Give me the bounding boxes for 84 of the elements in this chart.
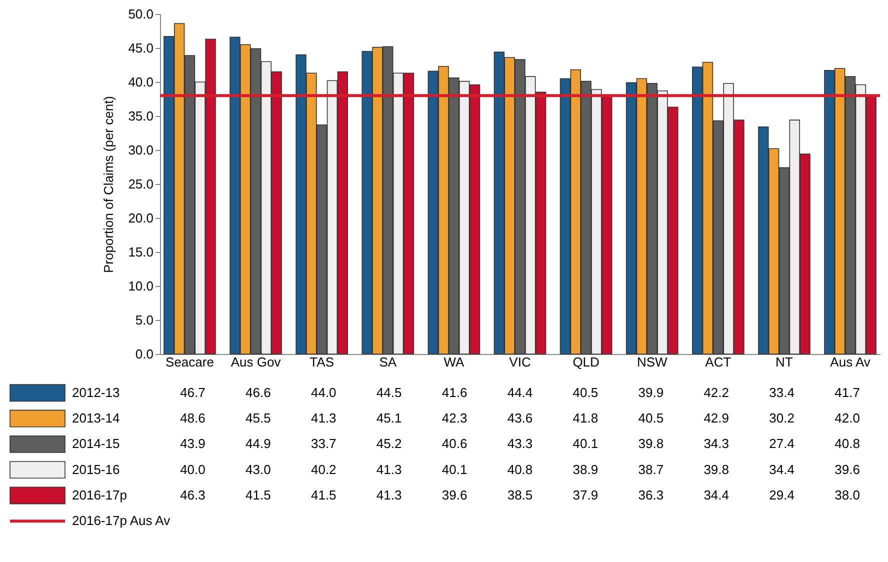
data-label: 39.8 — [704, 462, 730, 477]
data-label: 44.5 — [376, 384, 402, 400]
data-label: 38.7 — [638, 462, 664, 477]
data-label: 46.3 — [180, 487, 206, 502]
data-label: 39.9 — [638, 384, 664, 400]
data-label: 44.9 — [246, 436, 271, 452]
data-label: 40.8 — [507, 462, 533, 477]
data-label: 36.3 — [638, 487, 664, 502]
data-label: 34.3 — [704, 436, 730, 452]
data-label: 33.4 — [769, 384, 794, 400]
data-label: 41.7 — [834, 384, 860, 400]
data-label: 30.2 — [769, 410, 794, 426]
legend-label: 2014-15 — [72, 436, 120, 452]
data-label: 34.4 — [769, 462, 794, 477]
data-label: 41.8 — [572, 410, 598, 426]
data-label: 40.1 — [572, 436, 598, 452]
y-tick-label: 50.0 — [128, 6, 154, 22]
legend-label: 2013-14 — [72, 410, 120, 426]
data-label: 40.1 — [442, 462, 468, 477]
y-tick-label: 25.0 — [128, 176, 154, 192]
data-label: 38.5 — [507, 487, 533, 502]
data-label: 45.5 — [246, 410, 271, 426]
data-label: 48.6 — [180, 410, 206, 426]
data-label: 42.0 — [834, 410, 860, 426]
y-tick-label: 35.0 — [128, 108, 154, 124]
data-label: 42.3 — [442, 410, 468, 426]
data-label: 33.7 — [310, 436, 336, 452]
data-label: 41.3 — [310, 410, 336, 426]
x-tick-label: ACT — [705, 354, 732, 370]
data-label: 39.8 — [638, 436, 664, 452]
data-label: 41.6 — [442, 384, 468, 400]
x-tick-label: VIC — [509, 354, 531, 370]
data-label: 34.4 — [704, 487, 730, 502]
legend-label: 2015-16 — [72, 462, 120, 477]
data-label: 39.6 — [834, 462, 860, 477]
y-tick-label: 5.0 — [135, 312, 154, 328]
x-tick-label: NT — [776, 354, 793, 370]
data-label: 41.5 — [310, 487, 336, 502]
y-tick-label: 20.0 — [128, 210, 154, 226]
data-label: 46.6 — [246, 384, 271, 400]
data-label: 42.9 — [704, 410, 730, 426]
legend-label: 2016-17p — [72, 487, 127, 502]
data-label: 38.0 — [834, 487, 860, 502]
data-label: 43.3 — [507, 436, 533, 452]
data-label: 43.9 — [180, 436, 206, 452]
y-tick-label: 10.0 — [128, 278, 154, 294]
data-label: 44.4 — [507, 384, 533, 400]
data-label: 41.3 — [376, 487, 402, 502]
data-label: 46.7 — [180, 384, 206, 400]
legend-label: 2016-17p Aus Av — [72, 513, 171, 528]
data-label: 41.3 — [376, 462, 402, 477]
x-tick-label: NSW — [636, 354, 668, 370]
data-label: 40.8 — [834, 436, 860, 452]
y-tick-label: 45.0 — [128, 40, 154, 56]
data-label: 40.6 — [442, 436, 468, 452]
y-tick-label: 30.0 — [128, 142, 154, 158]
data-label: 43.6 — [507, 410, 533, 426]
data-label: 40.5 — [572, 384, 598, 400]
data-label: 40.0 — [180, 462, 206, 477]
data-label: 27.4 — [769, 436, 794, 452]
data-label: 41.5 — [246, 487, 271, 502]
data-label: 43.0 — [246, 462, 271, 477]
data-label: 40.2 — [310, 462, 336, 477]
x-tick-label: SA — [379, 354, 397, 370]
legend-label: 2012-13 — [72, 384, 120, 400]
x-tick-label: Aus Gov — [230, 354, 282, 370]
y-tick-label: 40.0 — [128, 74, 154, 90]
y-axis-title: Proportion of Claims (per cent) — [101, 96, 116, 274]
x-tick-label: Seacare — [166, 354, 214, 370]
data-label: 29.4 — [769, 487, 794, 502]
data-label: 42.2 — [704, 384, 730, 400]
data-label: 38.9 — [572, 462, 598, 477]
data-label: 40.5 — [638, 410, 664, 426]
x-tick-label: WA — [444, 354, 464, 370]
x-tick-label: QLD — [572, 354, 600, 370]
data-label: 45.1 — [376, 410, 402, 426]
x-tick-label: Aus Av — [830, 354, 871, 370]
data-label: 44.0 — [310, 384, 336, 400]
data-label: 39.6 — [442, 487, 468, 502]
data-label: 45.2 — [376, 436, 402, 452]
y-tick-label: 15.0 — [128, 244, 154, 260]
y-tick-label: 0.0 — [135, 346, 154, 362]
data-label: 37.9 — [572, 487, 598, 502]
x-tick-label: TAS — [310, 354, 334, 370]
